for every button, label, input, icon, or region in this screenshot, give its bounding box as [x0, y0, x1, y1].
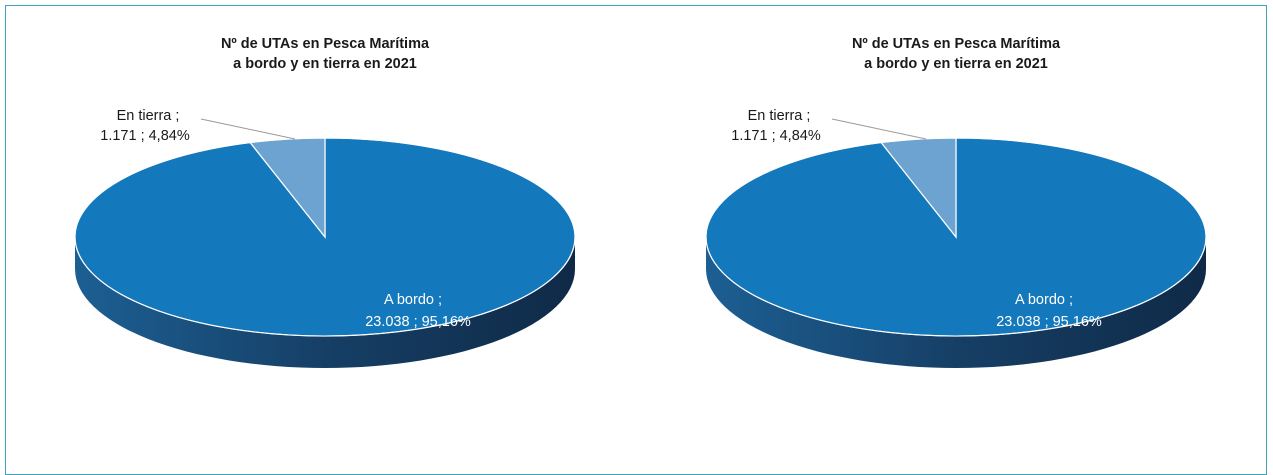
pie-rim — [74, 137, 576, 337]
pie-chart-svg: Nº de UTAs en Pesca Marítima a bordo y e… — [74, 36, 576, 368]
chart-title-line-2: a bordo y en tierra en 2021 — [864, 56, 1048, 72]
pie-chart-right: Nº de UTAs en Pesca Marítima a bordo y e… — [631, 0, 1263, 458]
pie-chart-svg: Nº de UTAs en Pesca Marítima a bordo y e… — [705, 36, 1207, 368]
label-a-bordo-line-1: A bordo ; — [1015, 292, 1073, 308]
leader-line-en-tierra — [831, 118, 927, 140]
chart-title-line-1: Nº de UTAs en Pesca Marítima — [852, 36, 1061, 52]
chart-title-line-2: a bordo y en tierra en 2021 — [233, 56, 417, 72]
label-en-tierra-line-2: 1.171 ; 4,84% — [100, 128, 190, 144]
leader-line-en-tierra — [200, 118, 296, 140]
label-en-tierra-line-1: En tierra ; — [748, 108, 811, 124]
label-a-bordo-line-2: 23.038 ; 95,16% — [996, 314, 1102, 330]
label-a-bordo-line-2: 23.038 ; 95,16% — [365, 314, 471, 330]
pie-chart-left: Nº de UTAs en Pesca Marítima a bordo y e… — [0, 0, 632, 458]
pie-rim — [705, 137, 1207, 337]
pie-side-wall — [75, 237, 575, 368]
label-a-bordo-line-1: A bordo ; — [384, 292, 442, 308]
label-en-tierra-line-2: 1.171 ; 4,84% — [731, 128, 821, 144]
pie-side-wall — [706, 237, 1206, 368]
label-en-tierra-line-1: En tierra ; — [117, 108, 180, 124]
chart-title-line-1: Nº de UTAs en Pesca Marítima — [221, 36, 430, 52]
